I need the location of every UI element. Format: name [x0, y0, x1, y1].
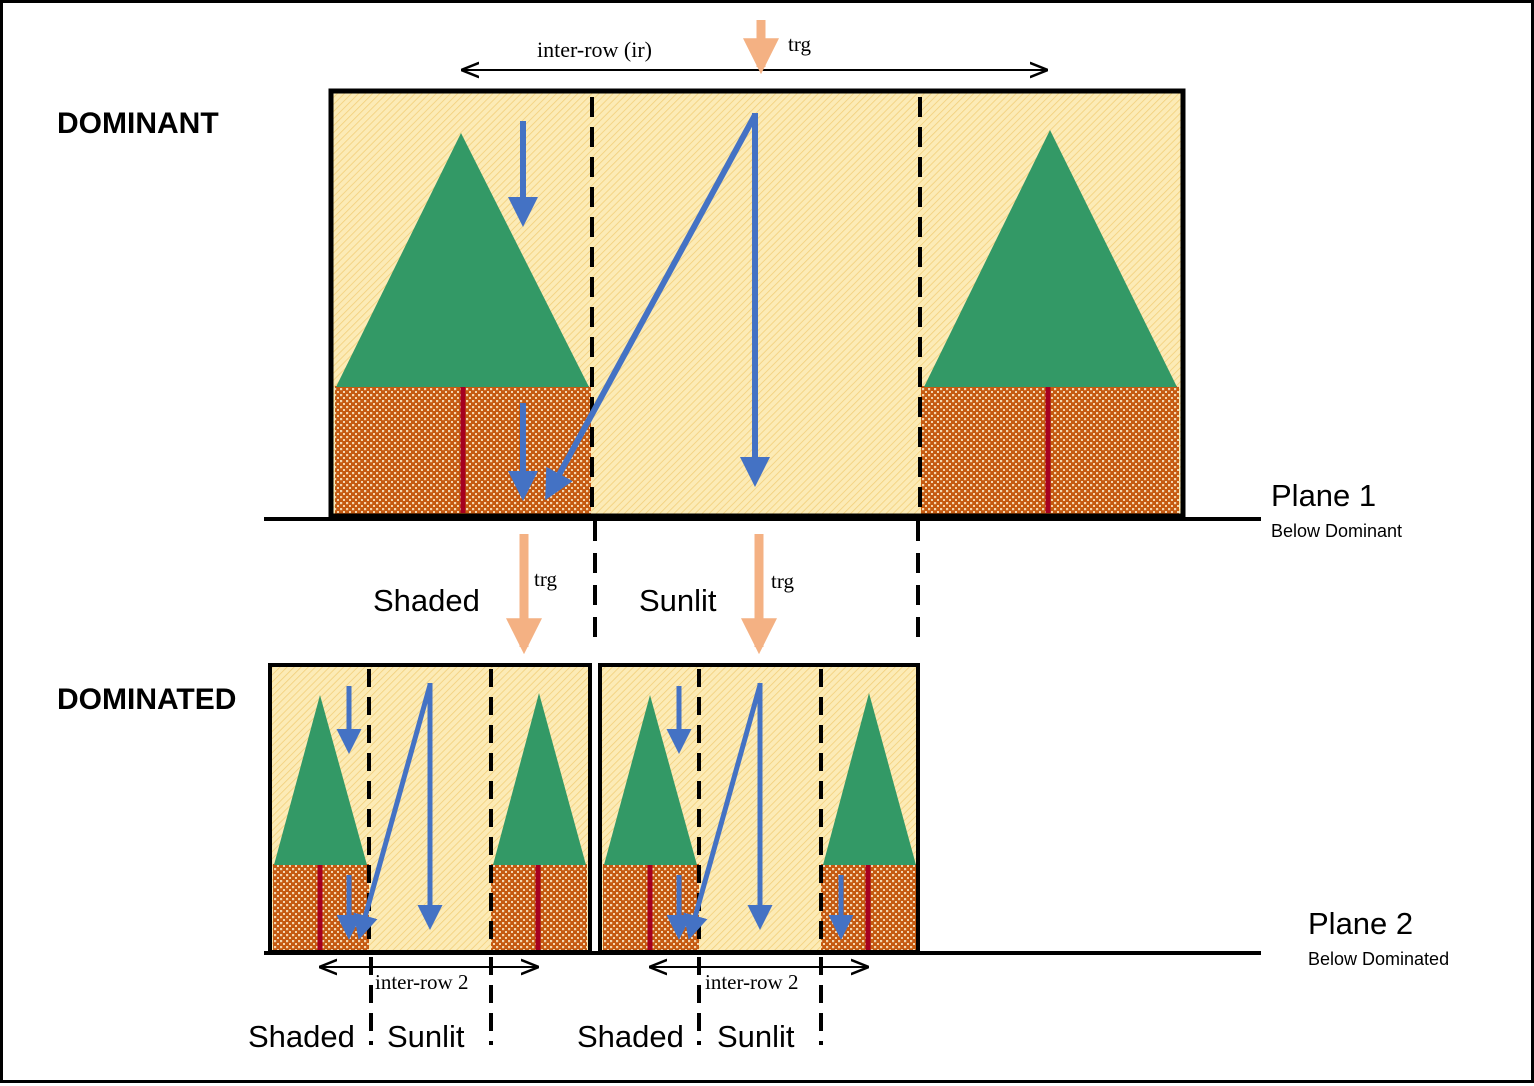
- plane-1-sublabel: Below Dominant: [1271, 521, 1402, 541]
- inter-row-2-label-right: inter-row 2: [705, 970, 798, 994]
- plane-1-label: Plane 1: [1271, 478, 1376, 513]
- dominated-sunlit-arrow-diffuse: [683, 684, 763, 940]
- dominated-label: DOMINATED: [57, 683, 236, 716]
- trg-label-shaded: trg: [534, 567, 557, 591]
- dominated-shaded-arrow-diffuse: [353, 684, 433, 940]
- shaded-label-mid: Shaded: [373, 583, 480, 618]
- plane-2-sublabel: Below Dominated: [1308, 949, 1449, 969]
- dominant-canopy-border: [328, 88, 1186, 519]
- dominant-right-tree-crown: [924, 130, 1177, 387]
- inter-row-ir-label: inter-row (ir): [537, 37, 652, 62]
- sunlit-label-bottom-right: Sunlit: [717, 1019, 795, 1054]
- dominated-canopy-sunlit: [598, 663, 920, 954]
- dominated-sunlit-right-crown: [823, 693, 916, 865]
- shaded-label-bottom-right: Shaded: [577, 1019, 684, 1054]
- light-arrow-diffuse: [545, 113, 758, 501]
- canopy-light-diagram: DOMINANT DOMINATED inter-row (ir) trg Pl…: [57, 20, 1449, 1054]
- dominant-left-tree-crown: [336, 133, 589, 387]
- inter-row-2-label-left: inter-row 2: [375, 970, 468, 994]
- dominated-sunlit-left-crown: [604, 695, 697, 865]
- dominated-shaded-left-crown: [274, 695, 367, 865]
- dominated-shaded-right-crown: [493, 693, 586, 865]
- trg-label-sunlit: trg: [771, 569, 794, 593]
- sunlit-label-mid: Sunlit: [639, 583, 717, 618]
- plane-2-label: Plane 2: [1308, 906, 1413, 941]
- trg-label-top: trg: [788, 32, 811, 56]
- dominant-canopy: [328, 88, 1186, 519]
- shaded-label-bottom-left: Shaded: [248, 1019, 355, 1054]
- dominated-canopy-shaded: [268, 663, 592, 954]
- sunlit-label-bottom-left: Sunlit: [387, 1019, 465, 1054]
- dominant-label: DOMINANT: [57, 107, 219, 140]
